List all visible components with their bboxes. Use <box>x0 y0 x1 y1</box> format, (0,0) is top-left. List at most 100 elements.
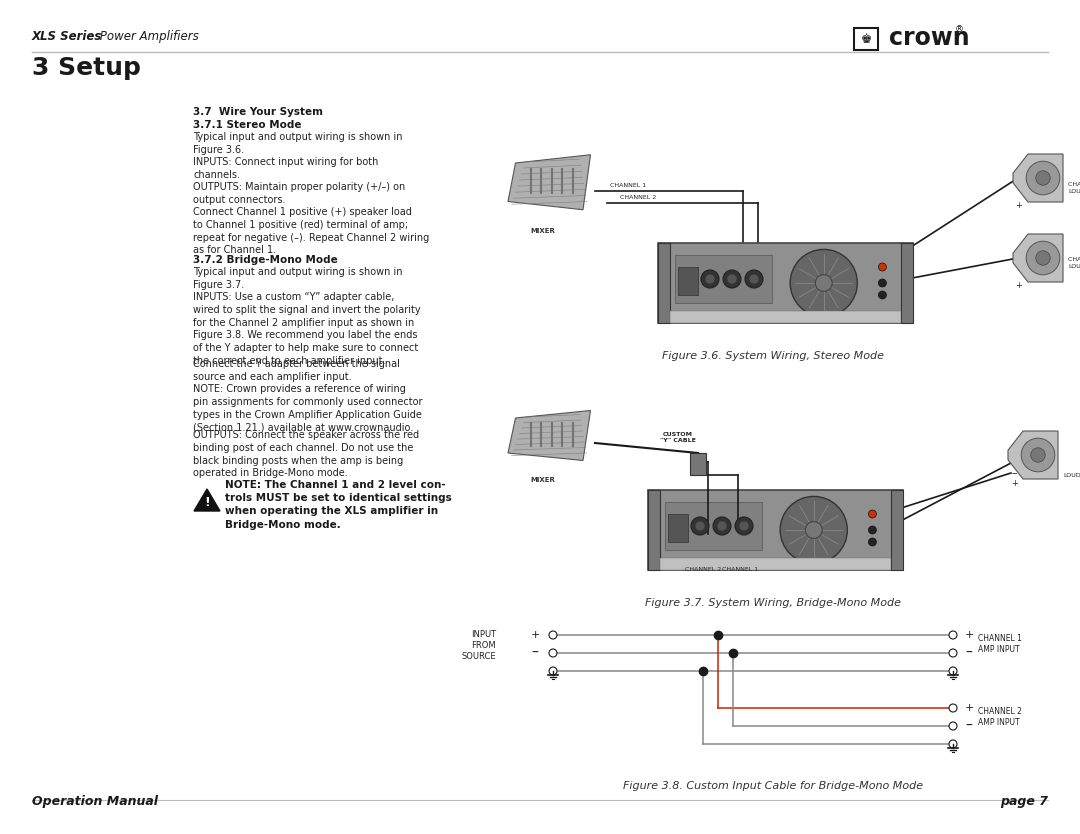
Circle shape <box>949 667 957 675</box>
Text: !: ! <box>204 495 210 509</box>
Circle shape <box>549 649 557 657</box>
Circle shape <box>780 496 848 564</box>
Text: 3.7.2 Bridge-Mono Mode: 3.7.2 Bridge-Mono Mode <box>193 255 338 265</box>
Circle shape <box>949 649 957 657</box>
Text: Figure 3.7. System Wiring, Bridge-Mono Mode: Figure 3.7. System Wiring, Bridge-Mono M… <box>645 598 901 608</box>
FancyBboxPatch shape <box>478 603 1068 773</box>
Text: Power Amplifiers: Power Amplifiers <box>96 30 199 43</box>
Circle shape <box>1026 161 1059 195</box>
FancyBboxPatch shape <box>658 243 670 323</box>
Text: NOTE: The Channel 1 and 2 level con-
trols MUST be set to identical settings
whe: NOTE: The Channel 1 and 2 level con- tro… <box>225 480 451 530</box>
Text: Connect Channel 1 positive (+) speaker load
to Channel 1 positive (red) terminal: Connect Channel 1 positive (+) speaker l… <box>193 207 429 255</box>
Circle shape <box>549 631 557 639</box>
FancyBboxPatch shape <box>854 28 878 50</box>
Text: Figure 3.6. System Wiring, Stereo Mode: Figure 3.6. System Wiring, Stereo Mode <box>662 351 885 361</box>
Text: +: + <box>1015 200 1022 209</box>
Circle shape <box>1026 241 1059 274</box>
FancyBboxPatch shape <box>660 558 891 570</box>
Text: Operation Manual: Operation Manual <box>32 795 158 808</box>
Text: 3 Setup: 3 Setup <box>32 56 140 80</box>
Text: 3.7.1 Stereo Mode: 3.7.1 Stereo Mode <box>193 120 301 130</box>
Text: Figure 3.8. Custom Input Cable for Bridge-Mono Mode: Figure 3.8. Custom Input Cable for Bridg… <box>623 781 923 791</box>
Text: Connect the Y adapter between the signal
source and each amplifier input.: Connect the Y adapter between the signal… <box>193 359 400 382</box>
Text: CHANNEL 2: CHANNEL 2 <box>620 195 657 200</box>
Circle shape <box>691 517 708 535</box>
Text: +: + <box>966 703 974 713</box>
Circle shape <box>549 667 557 675</box>
Circle shape <box>878 263 887 271</box>
Text: MIXER: MIXER <box>530 477 555 483</box>
Text: –: – <box>531 646 539 660</box>
FancyBboxPatch shape <box>478 360 1068 590</box>
Text: OUTPUTS: Connect the speaker across the red
binding post of each channel. Do not: OUTPUTS: Connect the speaker across the … <box>193 430 419 479</box>
FancyBboxPatch shape <box>678 267 698 295</box>
Circle shape <box>701 270 719 288</box>
Circle shape <box>868 526 876 534</box>
Circle shape <box>750 274 759 284</box>
Circle shape <box>696 521 705 531</box>
Text: CHANNEL 2: CHANNEL 2 <box>685 567 721 572</box>
Circle shape <box>723 270 741 288</box>
Text: +: + <box>1011 479 1017 488</box>
Circle shape <box>705 274 715 284</box>
FancyBboxPatch shape <box>658 243 913 323</box>
Text: INPUTS: Use a custom “Y” adapter cable,
wired to split the signal and invert the: INPUTS: Use a custom “Y” adapter cable, … <box>193 292 420 366</box>
Circle shape <box>868 538 876 546</box>
Circle shape <box>717 521 727 531</box>
FancyBboxPatch shape <box>478 103 1068 343</box>
Text: –: – <box>1011 468 1016 478</box>
Circle shape <box>1036 251 1050 265</box>
Circle shape <box>727 274 737 284</box>
Circle shape <box>949 740 957 748</box>
Circle shape <box>745 270 762 288</box>
Text: +: + <box>530 630 540 640</box>
Text: –: – <box>966 646 972 660</box>
FancyBboxPatch shape <box>901 243 913 323</box>
Text: CHANNEL 1: CHANNEL 1 <box>721 567 758 572</box>
Circle shape <box>1036 171 1050 185</box>
Text: CUSTOM
"Y" CABLE: CUSTOM "Y" CABLE <box>660 432 696 443</box>
Text: –: – <box>966 719 972 733</box>
Text: CHANNEL 1: CHANNEL 1 <box>610 183 646 188</box>
Text: CHANNEL 2
LOUDSPEAKER: CHANNEL 2 LOUDSPEAKER <box>1068 183 1080 193</box>
FancyBboxPatch shape <box>648 490 903 570</box>
Polygon shape <box>1013 234 1063 282</box>
Circle shape <box>806 521 822 539</box>
Text: ®: ® <box>955 26 964 34</box>
FancyBboxPatch shape <box>690 453 706 475</box>
FancyBboxPatch shape <box>891 490 903 570</box>
Polygon shape <box>508 155 591 209</box>
Text: LOUDSPEAKER: LOUDSPEAKER <box>1063 473 1080 478</box>
Text: page 7: page 7 <box>1000 795 1048 808</box>
FancyBboxPatch shape <box>665 502 761 550</box>
Circle shape <box>868 510 876 518</box>
FancyBboxPatch shape <box>669 514 688 542</box>
Text: Typical input and output wiring is shown in
Figure 3.7.: Typical input and output wiring is shown… <box>193 267 403 289</box>
Circle shape <box>949 704 957 712</box>
Text: CHANNEL 1
LOUDSPEAKER: CHANNEL 1 LOUDSPEAKER <box>1068 258 1080 269</box>
Polygon shape <box>1008 431 1058 479</box>
Polygon shape <box>1013 154 1063 202</box>
Text: CHANNEL 2
AMP INPUT: CHANNEL 2 AMP INPUT <box>978 707 1022 727</box>
Text: MIXER: MIXER <box>530 228 555 234</box>
Text: 3.7  Wire Your System: 3.7 Wire Your System <box>193 107 323 117</box>
Circle shape <box>949 631 957 639</box>
Text: +: + <box>966 630 974 640</box>
Circle shape <box>1030 448 1045 462</box>
Circle shape <box>815 274 833 291</box>
Circle shape <box>1022 438 1055 472</box>
Polygon shape <box>508 410 591 460</box>
FancyBboxPatch shape <box>675 255 772 303</box>
Polygon shape <box>194 489 220 511</box>
Text: crown: crown <box>889 26 970 50</box>
Circle shape <box>878 279 887 287</box>
Text: +: + <box>1015 280 1022 289</box>
Text: INPUTS: Connect input wiring for both
channels.: INPUTS: Connect input wiring for both ch… <box>193 157 378 180</box>
Circle shape <box>878 291 887 299</box>
Text: XLS Series: XLS Series <box>32 30 103 43</box>
Circle shape <box>713 517 731 535</box>
Circle shape <box>735 517 753 535</box>
Text: ♚: ♚ <box>861 33 872 46</box>
Text: Typical input and output wiring is shown in
Figure 3.6.: Typical input and output wiring is shown… <box>193 132 403 155</box>
Text: CHANNEL 1
AMP INPUT: CHANNEL 1 AMP INPUT <box>978 634 1022 654</box>
